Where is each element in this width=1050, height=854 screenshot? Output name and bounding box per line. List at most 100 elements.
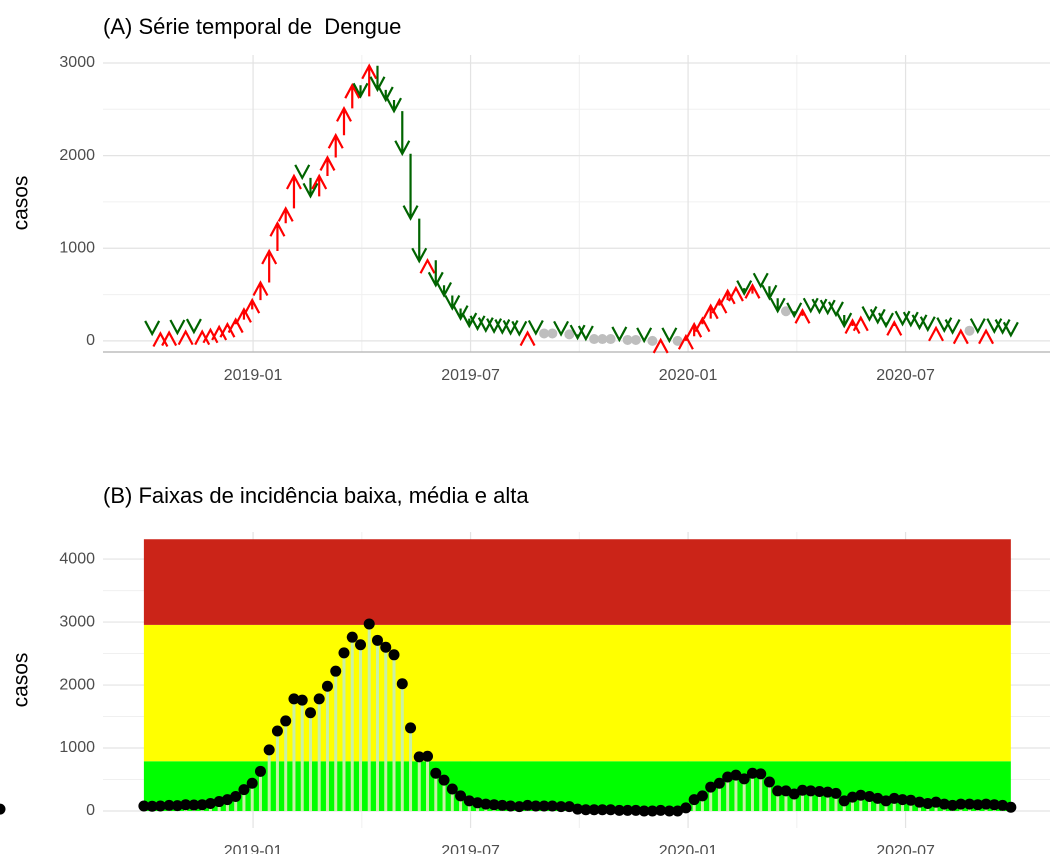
decrease-arrow	[185, 318, 202, 335]
point	[472, 797, 484, 809]
point	[422, 750, 434, 762]
point	[863, 791, 875, 803]
decrease-arrow	[402, 153, 419, 221]
x-tick-label: 2019-07	[441, 367, 500, 384]
point	[630, 804, 642, 816]
point	[371, 634, 383, 646]
point	[922, 797, 934, 809]
point	[980, 798, 992, 810]
point	[271, 725, 283, 737]
decrease-arrow	[494, 319, 511, 335]
decrease-arrow	[352, 82, 369, 99]
point	[830, 787, 842, 799]
point	[296, 694, 308, 706]
no-change-point	[547, 328, 558, 339]
point	[572, 803, 584, 815]
point	[188, 799, 200, 811]
point	[321, 680, 333, 692]
increase-arrow	[285, 173, 302, 209]
point	[163, 799, 175, 811]
no-change-point	[564, 329, 575, 340]
y-tick-label: 0	[86, 802, 95, 819]
point	[430, 767, 442, 779]
point	[680, 802, 692, 814]
no-change-point	[630, 334, 641, 345]
point	[780, 785, 792, 797]
x-tick-label: 2019-07	[441, 843, 500, 854]
point	[263, 744, 275, 756]
decrease-arrow	[461, 312, 478, 329]
decrease-arrow	[878, 312, 894, 329]
point	[438, 774, 450, 786]
increase-arrow	[978, 328, 995, 345]
point	[738, 773, 750, 785]
point	[363, 618, 375, 630]
increase-arrow	[269, 220, 286, 252]
increase-arrow	[261, 248, 278, 283]
point	[488, 799, 500, 811]
decrease-arrow	[752, 272, 769, 289]
decrease-arrow	[436, 281, 453, 298]
point	[505, 800, 517, 812]
decrease-arrow	[919, 316, 936, 333]
increase-arrow	[319, 155, 336, 176]
point	[905, 794, 917, 806]
point	[713, 777, 725, 789]
point	[380, 641, 392, 653]
decrease-arrow	[452, 305, 469, 321]
x-tick-label: 2020-01	[659, 843, 718, 854]
decrease-arrow	[611, 326, 628, 343]
point	[838, 795, 850, 807]
decrease-arrow	[861, 306, 878, 322]
decrease-arrow	[427, 260, 444, 288]
decrease-arrow	[761, 284, 778, 301]
increase-arrow	[219, 321, 236, 338]
decrease-arrow	[377, 86, 394, 103]
point	[796, 784, 808, 796]
point	[455, 790, 467, 802]
increase-arrow	[886, 320, 903, 336]
point	[304, 707, 316, 719]
point	[646, 805, 658, 817]
point	[888, 792, 900, 804]
point	[196, 799, 208, 811]
point	[446, 783, 458, 795]
point	[330, 665, 342, 677]
point	[338, 647, 350, 659]
y-tick-label: 0	[86, 332, 95, 349]
point	[463, 795, 475, 807]
decrease-arrow	[477, 317, 494, 334]
point	[530, 800, 542, 812]
decrease-arrow	[394, 111, 411, 157]
decrease-arrow	[144, 320, 161, 337]
decrease-arrow	[369, 65, 386, 93]
point	[638, 805, 650, 817]
decrease-arrow	[411, 218, 428, 264]
increase-arrow	[519, 330, 536, 347]
increase-arrow	[419, 257, 436, 274]
point	[555, 801, 567, 813]
decrease-arrow	[994, 319, 1011, 335]
decrease-arrow	[736, 280, 753, 296]
point	[346, 631, 358, 643]
no-change-point	[605, 334, 616, 345]
y-tick-label: 3000	[59, 54, 95, 71]
increase-arrow	[727, 285, 744, 302]
y-tick-label: 1000	[59, 739, 95, 756]
point	[538, 800, 550, 812]
decrease-arrow	[986, 318, 1003, 334]
y-axis-label: casos	[10, 653, 33, 708]
point	[705, 781, 717, 793]
increase-arrow	[161, 330, 178, 347]
x-tick-label: 2019-01	[224, 843, 283, 854]
y-tick-label: 4000	[59, 550, 95, 567]
chart-title: (B) Faixas de incidência baixa, média e …	[103, 483, 529, 508]
point	[872, 792, 884, 804]
point	[655, 804, 667, 816]
point	[413, 751, 425, 763]
x-tick-label: 2020-07	[876, 843, 935, 854]
point	[1005, 801, 1017, 813]
point	[947, 799, 959, 811]
point	[238, 784, 250, 796]
